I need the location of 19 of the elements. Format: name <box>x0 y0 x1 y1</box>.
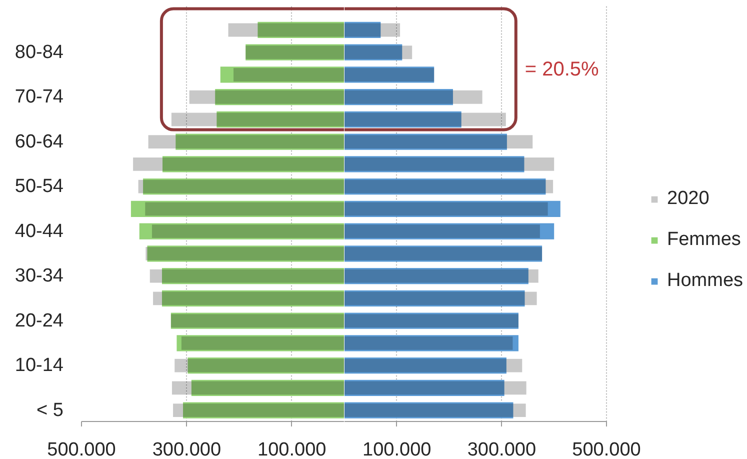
y-tick-label: 30-34 <box>14 266 64 287</box>
x-tick-label: 100.000 <box>362 440 432 459</box>
x-tick-label: 300.000 <box>467 440 536 459</box>
y-tick-label: 80-84 <box>14 42 64 63</box>
x-tick-label: 500.000 <box>47 440 116 459</box>
y-tick-label: 70-74 <box>14 86 64 108</box>
x-tick-label: 500.000 <box>572 440 641 459</box>
legend-label: 2020 <box>667 188 710 210</box>
legend-label: Hommes <box>667 270 744 292</box>
legend-label: Femmes <box>667 229 741 251</box>
y-tick-label: 10-14 <box>14 355 64 376</box>
y-tick-label: 20-24 <box>14 310 64 332</box>
x-tick-label: 100.000 <box>258 440 326 459</box>
y-tick-label: < 5 <box>36 400 64 421</box>
y-tick-label: 60-64 <box>14 131 64 152</box>
y-tick-label: 50-54 <box>14 176 64 198</box>
y-tick-label: 40-44 <box>14 220 64 242</box>
x-tick-label: 300.000 <box>152 440 222 459</box>
annotation: = 20.5% <box>524 58 600 80</box>
